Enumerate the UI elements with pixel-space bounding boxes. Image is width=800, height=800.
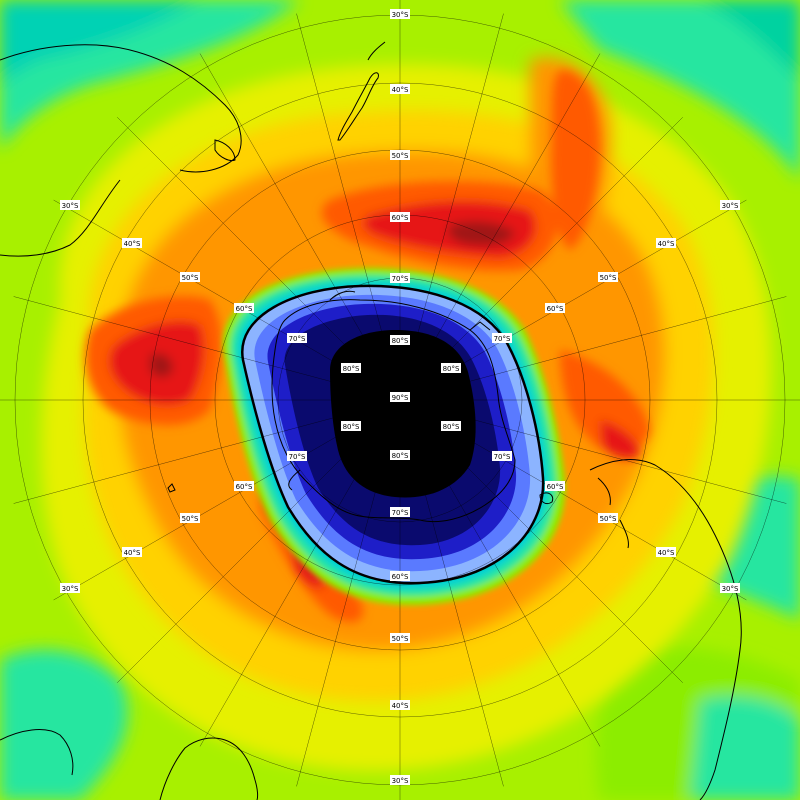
lat-label-70-right: 70°S — [492, 333, 512, 343]
lat-label-70-lowright: 70°S — [492, 451, 512, 461]
lat-label-40-right: 40°S — [656, 238, 676, 248]
svg-text:70°S: 70°S — [392, 275, 409, 283]
svg-text:30°S: 30°S — [62, 585, 79, 593]
svg-text:70°S: 70°S — [494, 335, 511, 343]
lat-label-40-lowright: 40°S — [656, 547, 676, 557]
svg-text:50°S: 50°S — [600, 274, 617, 282]
svg-text:70°S: 70°S — [392, 509, 409, 517]
antarctica-coast — [271, 290, 516, 523]
coastlines — [0, 41, 742, 800]
svg-text:60°S: 60°S — [236, 483, 253, 491]
svg-text:30°S: 30°S — [392, 11, 409, 19]
new-zealand-coast — [337, 41, 386, 141]
svg-text:40°S: 40°S — [392, 702, 409, 710]
svg-text:60°S: 60°S — [236, 305, 253, 313]
svg-text:70°S: 70°S — [289, 335, 306, 343]
lat-label-40-left: 40°S — [122, 238, 142, 248]
svg-text:50°S: 50°S — [392, 635, 409, 643]
svg-text:40°S: 40°S — [658, 240, 675, 248]
lat-label-30-lowright: 30°S — [720, 583, 740, 593]
svg-text:70°S: 70°S — [494, 453, 511, 461]
lat-label-50-right: 50°S — [598, 272, 618, 282]
lat-label-50-left: 50°S — [180, 272, 200, 282]
lat-label-60-lowright: 60°S — [545, 481, 565, 491]
lat-label-50-lowleft: 50°S — [180, 513, 200, 523]
svg-text:40°S: 40°S — [124, 240, 141, 248]
lat-label-80-lowleft: 80°S — [341, 421, 361, 431]
lat-label-70-top: 70°S — [390, 273, 410, 283]
lat-label-70-bottom: 70°S — [390, 507, 410, 517]
africa-coast — [0, 729, 259, 800]
lat-label-30-left: 30°S — [60, 200, 80, 210]
svg-text:60°S: 60°S — [547, 305, 564, 313]
lat-label-30-bottom: 30°S — [390, 775, 410, 785]
lat-label-70-left: 70°S — [287, 333, 307, 343]
svg-text:50°S: 50°S — [600, 515, 617, 523]
lat-label-60-bottom: 60°S — [390, 571, 410, 581]
australia-coast — [0, 44, 242, 257]
svg-text:60°S: 60°S — [392, 214, 409, 222]
svg-text:50°S: 50°S — [182, 515, 199, 523]
lat-label-50-lowright: 50°S — [598, 513, 618, 523]
lat-label-90: 90°S — [390, 392, 410, 402]
svg-text:80°S: 80°S — [343, 423, 360, 431]
lat-label-80-bottom: 80°S — [390, 450, 410, 460]
lat-label-60-left: 60°S — [234, 303, 254, 313]
svg-text:80°S: 80°S — [392, 337, 409, 345]
svg-text:80°S: 80°S — [392, 452, 409, 460]
lat-label-70-lowleft: 70°S — [287, 451, 307, 461]
lat-label-40-bottom: 40°S — [390, 700, 410, 710]
svg-text:30°S: 30°S — [722, 202, 739, 210]
svg-text:30°S: 30°S — [392, 777, 409, 785]
svg-text:40°S: 40°S — [124, 549, 141, 557]
svg-text:80°S: 80°S — [343, 365, 360, 373]
latitude-labels: 90°S 80°S 80°S 80°S 80°S 80°S 80°S 70°S … — [60, 9, 740, 785]
svg-text:70°S: 70°S — [289, 453, 306, 461]
svg-text:80°S: 80°S — [443, 365, 460, 373]
lat-label-30-top: 30°S — [390, 9, 410, 19]
lat-label-80-right: 80°S — [441, 363, 461, 373]
svg-text:40°S: 40°S — [392, 86, 409, 94]
lat-label-30-right: 30°S — [720, 200, 740, 210]
lat-label-30-lowleft: 30°S — [60, 583, 80, 593]
svg-text:60°S: 60°S — [547, 483, 564, 491]
lat-label-40-lowleft: 40°S — [122, 547, 142, 557]
lat-label-80-left: 80°S — [341, 363, 361, 373]
svg-text:40°S: 40°S — [658, 549, 675, 557]
svg-text:60°S: 60°S — [392, 573, 409, 581]
lat-label-50-bottom: 50°S — [390, 633, 410, 643]
svg-text:50°S: 50°S — [392, 152, 409, 160]
lat-label-60-top: 60°S — [390, 212, 410, 222]
lat-label-40-top: 40°S — [390, 84, 410, 94]
svg-text:30°S: 30°S — [62, 202, 79, 210]
svg-text:30°S: 30°S — [722, 585, 739, 593]
lat-label-50-top: 50°S — [390, 150, 410, 160]
lat-label-80-lowright: 80°S — [441, 421, 461, 431]
svg-text:90°S: 90°S — [392, 394, 409, 402]
lat-label-60-lowleft: 60°S — [234, 481, 254, 491]
lat-label-60-right: 60°S — [545, 303, 565, 313]
south-america-coast — [589, 459, 742, 800]
svg-text:50°S: 50°S — [182, 274, 199, 282]
island-coast — [167, 483, 554, 505]
svg-text:80°S: 80°S — [443, 423, 460, 431]
lat-label-80-top: 80°S — [390, 335, 410, 345]
